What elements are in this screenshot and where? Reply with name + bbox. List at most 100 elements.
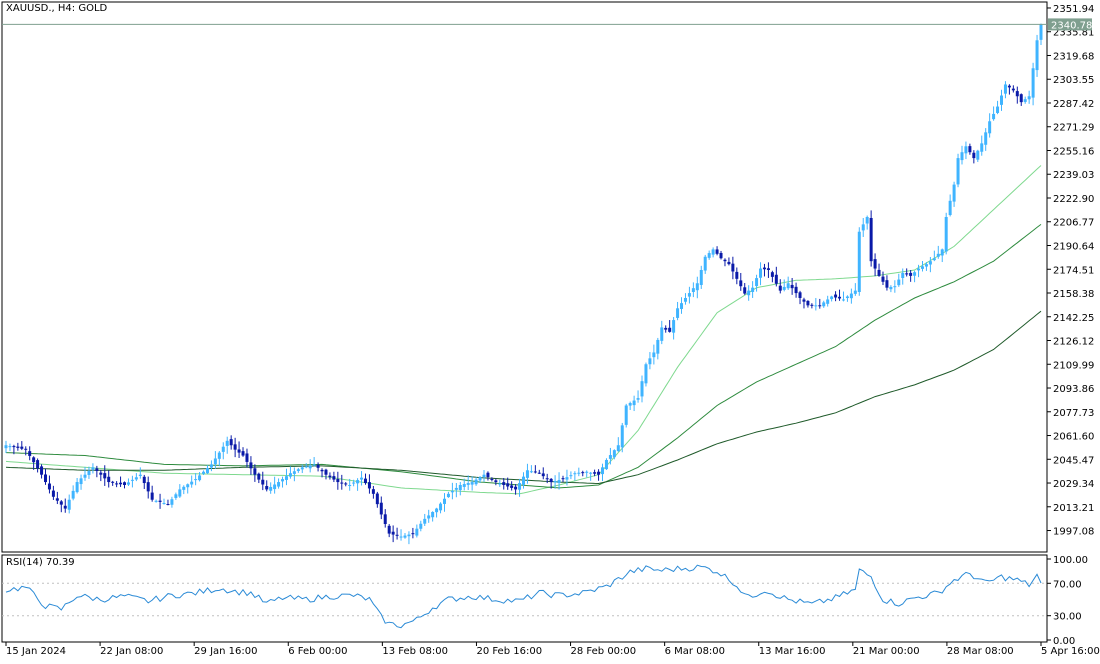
candle-body [198, 475, 202, 481]
candle-body [4, 445, 8, 449]
candle-body [652, 352, 656, 358]
candle-body [446, 493, 450, 498]
x-tick-label: 6 Mar 08:00 [665, 646, 725, 657]
candle-body [474, 479, 478, 485]
candle-body [269, 486, 273, 491]
candle-body [778, 285, 782, 291]
candle-body [63, 505, 67, 509]
candle-body [913, 272, 917, 276]
candle-body [340, 482, 344, 484]
candle-body [209, 464, 213, 468]
candle-body [537, 472, 541, 474]
current-price-label-bg [1048, 18, 1092, 31]
candle-body [525, 470, 529, 478]
candle-body [55, 498, 59, 501]
candle-body [569, 475, 573, 477]
y-tick-label: 2335.81 [1053, 28, 1094, 39]
candle-body [12, 446, 16, 448]
candle-body [99, 472, 103, 475]
candle-body [435, 508, 439, 513]
candle-body [838, 296, 842, 299]
candle-body [822, 302, 826, 307]
candle-body [956, 158, 960, 185]
candle-body [960, 152, 964, 161]
chart-title: XAUUSD., H4: GOLD [6, 3, 108, 14]
candle-body [470, 482, 474, 485]
candle-body [391, 531, 395, 535]
candle-body [541, 473, 545, 477]
candle-body [486, 472, 490, 478]
candle-body [589, 472, 593, 474]
candle-body [889, 286, 893, 290]
candle-body [363, 478, 367, 484]
candle-body [727, 261, 731, 265]
candle-body [604, 459, 608, 470]
candle-body [616, 445, 620, 452]
candle-body [818, 305, 822, 307]
candle-body [75, 482, 79, 493]
candle-body [462, 484, 466, 487]
candle-body [648, 358, 652, 365]
candle-body [91, 467, 95, 470]
candle-body [755, 278, 759, 287]
candle-body [668, 327, 672, 332]
candle-body [861, 224, 865, 231]
candle-body [490, 478, 494, 480]
candle-body [924, 264, 928, 267]
candle-body [281, 479, 285, 482]
candle-body [735, 271, 739, 279]
candle-body [980, 143, 984, 152]
candle-body [715, 249, 719, 254]
candle-body [154, 500, 158, 502]
x-tick-label: 28 Mar 08:00 [947, 646, 1014, 657]
candle-body [683, 297, 687, 302]
candle-body [47, 483, 51, 490]
x-tick-label: 29 Jan 16:00 [194, 646, 257, 657]
candle-body [288, 473, 292, 477]
candle-body [379, 502, 383, 515]
candle-body [865, 216, 869, 224]
candle-body [411, 533, 415, 535]
candle-body [972, 152, 976, 159]
candle-body [371, 489, 375, 494]
candle-body [545, 478, 549, 480]
candle-body [217, 452, 221, 459]
candle-body [316, 464, 320, 468]
candle-body [431, 511, 435, 518]
y-tick-label: 2351.94 [1053, 4, 1094, 15]
candle-body [229, 439, 233, 446]
candle-body [711, 249, 715, 255]
candle-body [395, 534, 399, 536]
candle-body [237, 449, 241, 453]
candle-body [103, 473, 107, 479]
candle-body [731, 263, 735, 272]
x-tick-label: 13 Feb 08:00 [382, 646, 448, 657]
x-tick-label: 22 Jan 08:00 [100, 646, 163, 657]
candle-body [478, 477, 482, 481]
candle-body [344, 483, 348, 485]
candle-body [608, 455, 612, 459]
candle-body [241, 451, 245, 456]
candle-body [134, 477, 138, 480]
candle-body [24, 448, 28, 450]
candle-body [304, 466, 308, 468]
candle-body [202, 471, 206, 474]
candle-body [964, 146, 968, 154]
candle-body [909, 272, 913, 276]
current-price-label: 2340.78 [1051, 20, 1092, 31]
candle-body [494, 480, 498, 483]
rsi-y-tick-label: 0.00 [1053, 636, 1075, 647]
candle-body [762, 267, 766, 270]
y-tick-label: 2190.64 [1053, 242, 1094, 253]
y-tick-label: 2319.68 [1053, 51, 1094, 62]
ma-mid-line [5, 224, 1042, 489]
candle-body [664, 327, 668, 330]
candle-body [656, 339, 660, 354]
candle-body [399, 536, 403, 538]
candle-body [984, 132, 988, 145]
candle-body [988, 121, 992, 134]
candle-body [292, 471, 296, 474]
candle-body [905, 273, 909, 275]
candle-body [691, 288, 695, 292]
candle-body [1003, 84, 1007, 94]
